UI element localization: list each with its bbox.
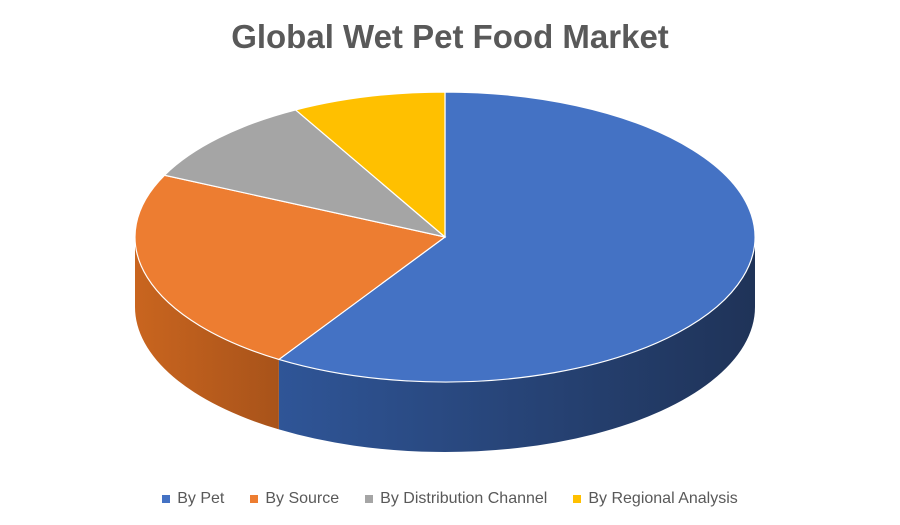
legend-swatch xyxy=(573,495,582,503)
legend-label: By Distribution Channel xyxy=(380,490,548,507)
legend-item: By Source xyxy=(250,490,339,508)
legend-item: By Distribution Channel xyxy=(365,490,547,508)
pie-side-by-pet xyxy=(278,237,755,452)
pie-chart xyxy=(134,91,756,452)
legend-label: By Source xyxy=(265,490,340,507)
legend-label: By Regional Analysis xyxy=(588,490,738,507)
legend-item: By Pet xyxy=(162,490,224,508)
legend-swatch xyxy=(365,495,374,503)
legend-item: By Regional Analysis xyxy=(573,490,738,508)
pie-slice-by-source[interactable] xyxy=(134,174,447,361)
legend-swatch xyxy=(162,495,171,503)
pie-slice-by-pet[interactable] xyxy=(277,91,756,383)
pie-slice-by-regional-analysis[interactable] xyxy=(294,91,446,239)
legend: By Pet By Source By Distribution Channel By… xyxy=(0,490,900,508)
chart-title: Global Wet Pet Food Market xyxy=(231,18,669,55)
pie-side-by-source xyxy=(135,237,279,430)
legend-label: By Pet xyxy=(177,490,225,507)
legend-swatch xyxy=(250,495,259,503)
pie-slice-by-distribution-channel[interactable] xyxy=(163,109,446,238)
